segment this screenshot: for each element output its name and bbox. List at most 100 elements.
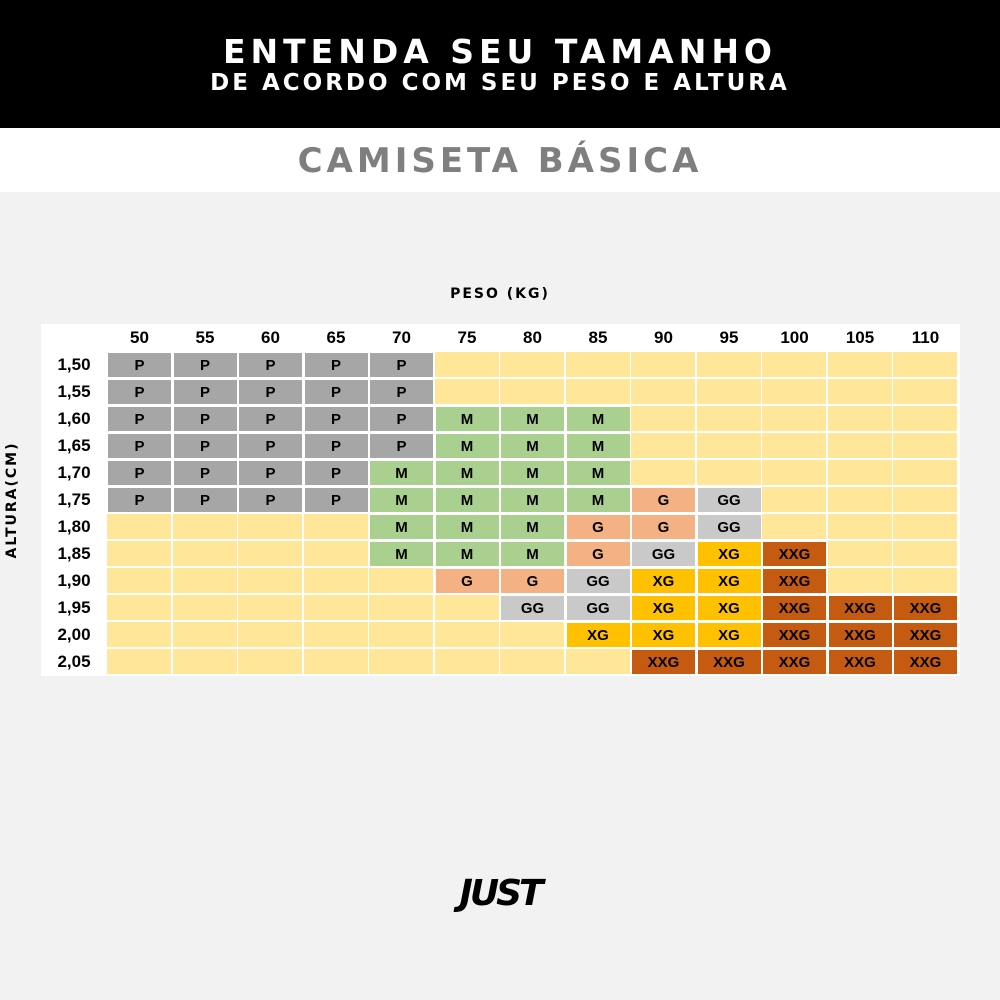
size-cell-empty (238, 595, 303, 621)
size-cell-p: P (238, 379, 303, 405)
size-cell-xxg: XXG (762, 568, 827, 594)
size-cell-xg: XG (631, 622, 696, 648)
size-cell-m: M (565, 487, 631, 513)
size-cell-m: M (565, 406, 631, 432)
size-cell-p: P (303, 460, 369, 486)
size-cell-empty (762, 406, 827, 432)
size-cell-p: P (238, 406, 303, 432)
size-cell-empty (893, 514, 958, 540)
size-cell-empty (107, 514, 172, 540)
column-header: 65 (326, 328, 346, 347)
size-cell-empty (762, 460, 827, 486)
size-cell-empty (434, 379, 500, 405)
size-cell-empty (303, 568, 369, 594)
page-title: ENTENDA SEU TAMANHO (222, 32, 777, 71)
size-cell-p: P (369, 433, 434, 459)
size-cell-m: M (434, 487, 500, 513)
size-cell-empty (696, 433, 762, 459)
size-cell-empty (893, 487, 958, 513)
size-cell-xg: XG (565, 622, 631, 648)
row-header: 1,60 (57, 409, 91, 428)
row-header: 1,55 (57, 382, 91, 401)
size-cell-empty (500, 622, 565, 648)
size-cell-p: P (238, 433, 303, 459)
size-cell-p: P (107, 379, 172, 405)
size-cell-empty (303, 622, 369, 648)
size-cell-empty (893, 406, 958, 432)
row-header: 1,95 (57, 598, 91, 617)
size-cell-empty (172, 595, 238, 621)
size-cell-xxg: XXG (893, 595, 958, 621)
size-cell-xg: XG (631, 595, 696, 621)
size-cell-p: P (172, 487, 238, 513)
size-cell-p: P (107, 406, 172, 432)
size-cell-empty (762, 379, 827, 405)
size-cell-empty (762, 352, 827, 378)
size-cell-empty (893, 541, 958, 567)
size-cell-empty (238, 568, 303, 594)
size-cell-empty (827, 406, 893, 432)
size-cell-empty (893, 568, 958, 594)
size-cell-g: G (565, 514, 631, 540)
size-cell-xxg: XXG (762, 595, 827, 621)
size-cell-empty (369, 622, 434, 648)
size-cell-m: M (500, 433, 565, 459)
size-cell-empty (696, 406, 762, 432)
size-cell-xxg: XXG (827, 649, 893, 675)
size-cell-xxg: XXG (762, 541, 827, 567)
row-header: 1,70 (57, 463, 91, 482)
size-cell-gg: GG (565, 568, 631, 594)
size-cell-p: P (238, 352, 303, 378)
size-cell-empty (827, 379, 893, 405)
size-cell-p: P (107, 433, 172, 459)
size-cell-g: G (565, 541, 631, 567)
size-cell-xxg: XXG (827, 622, 893, 648)
size-cell-p: P (238, 460, 303, 486)
size-cell-m: M (500, 487, 565, 513)
size-cell-empty (369, 568, 434, 594)
size-cell-m: M (565, 460, 631, 486)
page-subtitle: DE ACORDO COM SEU PESO E ALTURA (210, 70, 790, 96)
column-header: 105 (845, 328, 875, 347)
size-cell-empty (238, 622, 303, 648)
size-cell-g: G (434, 568, 500, 594)
size-cell-empty (762, 487, 827, 513)
size-cell-empty (827, 487, 893, 513)
size-cell-empty (107, 649, 172, 675)
row-header: 1,90 (57, 571, 91, 590)
size-cell-empty (369, 649, 434, 675)
column-header: 75 (457, 328, 477, 347)
product-title: CAMISETA BÁSICA (297, 141, 703, 181)
size-cell-empty (696, 460, 762, 486)
product-band (0, 128, 1000, 192)
column-header: 95 (719, 328, 739, 347)
size-cell-empty (303, 541, 369, 567)
size-cell-empty (107, 622, 172, 648)
size-cell-empty (696, 379, 762, 405)
row-header: 2,00 (57, 625, 91, 644)
size-cell-empty (172, 541, 238, 567)
size-cell-xg: XG (696, 595, 762, 621)
row-header: 1,75 (57, 490, 91, 509)
size-cell-empty (565, 649, 631, 675)
size-cell-xxg: XXG (893, 649, 958, 675)
size-cell-empty (172, 514, 238, 540)
size-cell-empty (827, 514, 893, 540)
column-header: 85 (588, 328, 608, 347)
column-header: 110 (911, 328, 940, 347)
size-cell-empty (762, 514, 827, 540)
size-cell-m: M (434, 541, 500, 567)
size-cell-gg: GG (696, 514, 762, 540)
size-cell-empty (631, 406, 696, 432)
row-header: 1,80 (57, 517, 91, 536)
size-cell-p: P (369, 352, 434, 378)
column-header: 60 (261, 328, 280, 347)
size-cell-gg: GG (565, 595, 631, 621)
size-cell-empty (565, 379, 631, 405)
size-cell-m: M (500, 460, 565, 486)
size-cell-gg: GG (696, 487, 762, 513)
size-cell-g: G (500, 568, 565, 594)
size-cell-p: P (303, 487, 369, 513)
size-cell-empty (303, 595, 369, 621)
size-cell-empty (303, 649, 369, 675)
